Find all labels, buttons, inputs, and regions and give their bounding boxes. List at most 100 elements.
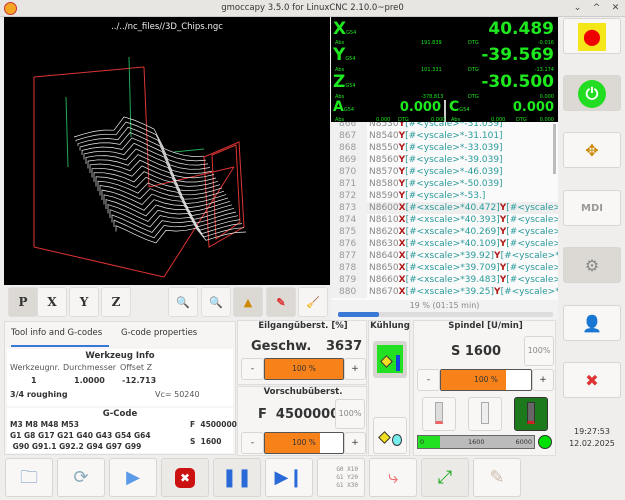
rapid-override-panel: Eilgangüberst. [%] Geschw. 3637 - 100 % … bbox=[237, 320, 367, 385]
feed-override-slider[interactable]: 100 % bbox=[264, 432, 344, 454]
toolpath-line bbox=[95, 176, 227, 204]
spindle-override-slider[interactable]: 100 % bbox=[440, 369, 532, 391]
open-file-button[interactable]: 🗀 bbox=[5, 458, 53, 497]
user-tabs-icon: 👤 bbox=[582, 314, 602, 333]
reload-button[interactable]: ⟳ bbox=[57, 458, 105, 497]
gcode-line[interactable]: 875N8620X[#<xscale>*40.269]Y[#<yscale>*-… bbox=[331, 226, 558, 238]
line-text: N8580Y[#<yscale>*-50.039] bbox=[369, 179, 503, 189]
title-bar: gmoccapy 3.5.0 for LinuxCNC 2.10.0~pre0 … bbox=[0, 0, 625, 17]
tool-diameter: 1.0000 bbox=[74, 376, 105, 385]
open-file-icon: 🗀 bbox=[20, 467, 38, 488]
gcode-line[interactable]: 868 N8550Y[#<yscale>*-33.039] bbox=[331, 142, 558, 154]
manual-jog-button[interactable]: ✥ bbox=[563, 132, 621, 168]
toolpath-line bbox=[73, 116, 205, 157]
estop-button[interactable]: ⬤ bbox=[563, 18, 621, 54]
gcode-line[interactable]: 880N8670X[#<xscale>*39.25]Y[#<yscale>*-5… bbox=[331, 286, 558, 298]
gcode-line[interactable]: 873N8600X[#<xscale>*40.472]Y[#<yscale>*-… bbox=[331, 202, 558, 214]
run-button[interactable]: ▶ bbox=[109, 458, 157, 497]
line-number: 869 bbox=[331, 154, 367, 166]
rapid-plus-button[interactable]: + bbox=[344, 358, 366, 380]
line-number: 870 bbox=[331, 166, 367, 178]
toolpath-line bbox=[113, 219, 245, 239]
feed-value: F 4500000 bbox=[258, 407, 340, 422]
gcode-line[interactable]: 866 N8530Y[#<yscale>*-31.039] bbox=[331, 122, 558, 130]
close-button[interactable]: ✕ bbox=[611, 3, 620, 13]
settings-button[interactable]: ✖ bbox=[563, 362, 621, 398]
line-number: 871 bbox=[331, 178, 367, 190]
gcode-line[interactable]: 879N8660X[#<xscale>*39.483]Y[#<yscale>*-… bbox=[331, 274, 558, 286]
preview-filename: ../../nc_files//3D_Chips.ngc bbox=[111, 22, 223, 32]
zoom-out-button[interactable]: 🔍 bbox=[201, 287, 231, 317]
gcode-line[interactable]: 869 N8560Y[#<yscale>*-39.039] bbox=[331, 154, 558, 166]
gcode-line[interactable]: 876N8630X[#<xscale>*40.109]Y[#<yscale>*-… bbox=[331, 238, 558, 250]
stop-button[interactable]: ✖ bbox=[161, 458, 209, 497]
fullscreen-button[interactable]: ⤢ bbox=[421, 458, 469, 497]
pause-icon: ❚❚ bbox=[221, 467, 253, 488]
auto-mode-button[interactable]: ⚙ bbox=[563, 247, 621, 283]
toolpath-line bbox=[101, 189, 233, 216]
spindle-forward-button[interactable] bbox=[422, 397, 456, 431]
gcode-line[interactable]: 870 N8570Y[#<yscale>*-46.039] bbox=[331, 166, 558, 178]
edit-gcode-button[interactable]: ⤷ bbox=[369, 458, 417, 497]
toggle-dimensions-button[interactable]: ▲ bbox=[233, 287, 263, 317]
toggle-dimensions-icon: ▲ bbox=[243, 296, 253, 309]
view-x-button[interactable]: X bbox=[37, 287, 67, 317]
mdi-button[interactable]: MDI bbox=[563, 190, 621, 226]
gcode-line[interactable]: 871 N8580Y[#<yscale>*-50.039] bbox=[331, 178, 558, 190]
feed-reset-button[interactable]: 100% bbox=[335, 399, 365, 429]
spindle-stop-button[interactable] bbox=[468, 397, 502, 431]
tab-gcode-properties[interactable]: G-code properties bbox=[121, 328, 198, 338]
mist-button[interactable] bbox=[373, 417, 407, 454]
gcode-scrollbar[interactable] bbox=[553, 124, 556, 174]
edit-button[interactable]: ✎ bbox=[473, 458, 521, 497]
coolant-panel: Kühlung bbox=[368, 320, 410, 456]
gcode-line[interactable]: 878N8650X[#<xscale>*39.709]Y[#<yscale>*-… bbox=[331, 262, 558, 274]
run-from-line-button[interactable]: G0 X10 G1 Y20 G1 X30 bbox=[317, 458, 365, 497]
minimize-button[interactable]: ⌄ bbox=[573, 3, 582, 13]
toolpath-line bbox=[111, 214, 243, 235]
zoom-in-button[interactable]: 🔍 bbox=[168, 287, 198, 317]
gcode-line[interactable]: 874N8610X[#<xscale>*40.393]Y[#<yscale>*-… bbox=[331, 214, 558, 226]
rapid-override-slider[interactable]: 100 % bbox=[264, 358, 344, 380]
gcode-line[interactable]: 877N8640X[#<xscale>*39.92]Y[#<yscale>*-5… bbox=[331, 250, 558, 262]
spindle-reverse-button[interactable] bbox=[514, 397, 548, 431]
toolpath-line bbox=[93, 171, 225, 200]
gcode-view[interactable]: 866 N8530Y[#<yscale>*-31.039] 867 N8540Y[#<… bbox=[331, 122, 558, 300]
step-button[interactable]: ▶❙ bbox=[265, 458, 313, 497]
spindle-minus-button[interactable]: - bbox=[417, 369, 440, 391]
view-z-button[interactable]: Z bbox=[101, 287, 131, 317]
progress-text: 19 % (01:15 min) bbox=[409, 301, 480, 310]
zoom-out-icon: 🔍 bbox=[209, 296, 223, 309]
clock-time: 19:27:53 bbox=[574, 427, 610, 436]
tool-description: 3/4 roughing bbox=[10, 390, 68, 399]
flood-button[interactable] bbox=[373, 341, 407, 378]
line-number: 873 bbox=[331, 202, 367, 214]
spindle-stop-icon bbox=[481, 402, 489, 424]
view-x-icon: X bbox=[47, 295, 57, 309]
line-number: 867 bbox=[331, 130, 367, 142]
line-number: 868 bbox=[331, 142, 367, 154]
line-number: 874 bbox=[331, 214, 367, 226]
line-text: N8610X[#<xscale>*40.393]Y[#<yscale>*-53.… bbox=[369, 215, 558, 225]
rapid-minus-button[interactable]: - bbox=[241, 358, 264, 380]
view-y-button[interactable]: Y bbox=[69, 287, 99, 317]
spindle-plus-button[interactable]: + bbox=[532, 369, 554, 391]
pencil-button[interactable]: ✎ bbox=[266, 287, 296, 317]
pause-button[interactable]: ❚❚ bbox=[213, 458, 261, 497]
gcode-line[interactable]: 867 N8540Y[#<yscale>*-31.101] bbox=[331, 130, 558, 142]
feed-plus-button[interactable]: + bbox=[344, 432, 366, 454]
toolpath-line bbox=[107, 204, 239, 228]
spindle-reset-button[interactable]: 100% bbox=[524, 336, 554, 366]
maximize-button[interactable]: ^ bbox=[592, 3, 601, 13]
line-text: N8630X[#<xscale>*40.109]Y[#<yscale>*-53.… bbox=[369, 239, 558, 249]
tab-tool-info[interactable]: Tool info and G-codes bbox=[11, 328, 103, 338]
run-icon: ▶ bbox=[126, 467, 140, 488]
gcode-line[interactable]: 872 N8590Y[#<yscale>*-53.] bbox=[331, 190, 558, 202]
broom-button[interactable]: 🧹 bbox=[298, 287, 328, 317]
view-p-button[interactable]: P bbox=[8, 287, 38, 317]
gcode-preview-3d[interactable]: ../../nc_files//3D_Chips.ngc bbox=[4, 17, 330, 285]
machine-on-button[interactable]: ⏻ bbox=[563, 75, 621, 111]
feed-minus-button[interactable]: - bbox=[241, 432, 264, 454]
user-tabs-button[interactable]: 👤 bbox=[563, 305, 621, 341]
dro-display: XG54 40.489 Abs 191.839 DTG -0.016 YG54 -39… bbox=[331, 17, 558, 123]
